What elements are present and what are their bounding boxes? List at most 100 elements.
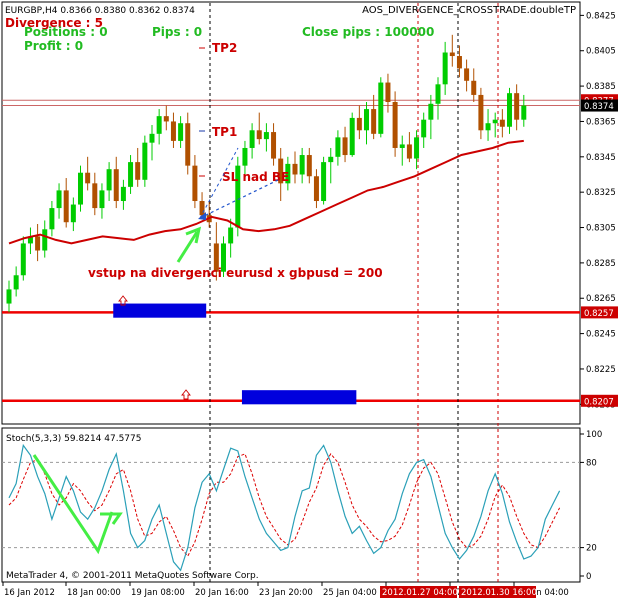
price-tick-label: 0.8365 bbox=[586, 117, 616, 127]
time-highlight-bg bbox=[380, 586, 457, 598]
candle-body bbox=[385, 82, 391, 103]
candle-body bbox=[199, 201, 205, 216]
candle-body bbox=[414, 137, 420, 159]
price-tick-label: 0.8405 bbox=[586, 47, 616, 57]
stoch-arrow-head bbox=[100, 512, 123, 525]
candle-body bbox=[135, 162, 141, 180]
candle-body bbox=[364, 109, 369, 131]
candlestick-series bbox=[6, 34, 527, 313]
candle-body bbox=[70, 204, 76, 223]
symbol-info: EURGBP,H4 0.8366 0.8380 0.8362 0.8374 bbox=[5, 6, 195, 16]
candle-body bbox=[20, 243, 26, 276]
stoch-pane-frame bbox=[1, 427, 581, 583]
candle-body bbox=[478, 94, 484, 131]
tp1-connector bbox=[199, 147, 239, 219]
stoch-signal-line bbox=[8, 453, 561, 558]
price-label-text: 0.8374 bbox=[584, 102, 614, 112]
candle-body bbox=[456, 56, 462, 69]
candle-body bbox=[13, 275, 19, 290]
candle-body bbox=[449, 52, 455, 57]
profit-info: Profit : 0 bbox=[24, 39, 83, 53]
candle-body bbox=[92, 183, 98, 209]
time-tick-label: 31 Jan 04:00 bbox=[515, 588, 569, 598]
price-label-bg bbox=[581, 306, 618, 319]
candle-body bbox=[228, 227, 234, 244]
candle-body bbox=[464, 68, 470, 81]
copyright: MetaTrader 4, © 2001-2011 MetaQuotes Sof… bbox=[6, 571, 259, 581]
candle-body bbox=[392, 102, 398, 148]
candle-body bbox=[106, 169, 112, 191]
tp1-label: TP1 bbox=[212, 125, 237, 139]
price-tick-label: 0.8285 bbox=[586, 259, 616, 269]
price-label-text: 0.8207 bbox=[584, 397, 614, 407]
stoch-axis: 100 80 20 0 bbox=[580, 430, 602, 582]
candle-body bbox=[263, 132, 269, 140]
pattern-box bbox=[113, 303, 207, 318]
candle-body bbox=[235, 165, 241, 228]
entry-note: vstup na divergenci eurusd x gbpusd = 20… bbox=[88, 266, 383, 280]
candle-body bbox=[35, 236, 41, 251]
time-tick-label: 23 Jan 20:00 bbox=[259, 588, 313, 598]
candle-body bbox=[285, 163, 291, 184]
candle-body bbox=[306, 155, 312, 177]
candle-body bbox=[113, 169, 119, 202]
candle-body bbox=[6, 289, 12, 304]
candle-body bbox=[356, 117, 362, 131]
price-tick-label: 0.8385 bbox=[586, 82, 616, 92]
stoch-tick-label: 0 bbox=[586, 572, 591, 582]
close-pips-info: Close pips : 100000 bbox=[302, 25, 434, 39]
pattern-box bbox=[241, 390, 357, 405]
candle-body bbox=[221, 243, 226, 272]
candle-body bbox=[249, 130, 255, 148]
candle-body bbox=[163, 116, 169, 122]
candle-body bbox=[328, 156, 334, 163]
candle-body bbox=[335, 137, 341, 157]
time-tick-label: 25 Jan 04:00 bbox=[323, 588, 377, 598]
candle-body bbox=[170, 121, 176, 141]
stoch-tick-label: 20 bbox=[586, 544, 597, 554]
candle-body bbox=[421, 119, 427, 138]
time-highlight-bg bbox=[459, 586, 536, 598]
candle-body bbox=[499, 119, 505, 127]
candle-body bbox=[185, 123, 191, 166]
candle-body bbox=[442, 52, 448, 85]
time-tick-label: 20 Jan 16:00 bbox=[195, 588, 249, 598]
stoch-main-line bbox=[8, 443, 561, 572]
candle-body bbox=[313, 176, 319, 202]
candle-body bbox=[256, 130, 262, 140]
price-label-bg bbox=[581, 394, 618, 407]
candle-body bbox=[213, 243, 219, 272]
candle-body bbox=[56, 190, 62, 209]
candle-body bbox=[292, 163, 298, 175]
divergence-count: Divergence : 5 bbox=[5, 16, 103, 30]
candle-body bbox=[120, 186, 126, 202]
pips-info: Pips : 0 bbox=[152, 25, 202, 39]
divergence-arrow bbox=[176, 231, 199, 263]
pattern-boxes bbox=[113, 303, 357, 405]
time-highlight-label: 2012.01.27 04:00 bbox=[382, 588, 458, 598]
moving-average bbox=[8, 139, 524, 245]
price-tick-label: 0.8225 bbox=[586, 365, 616, 375]
main-pane-frame bbox=[1, 1, 581, 425]
price-label-bg bbox=[581, 99, 618, 112]
stoch-tick-label: 80 bbox=[586, 458, 597, 468]
candle-body bbox=[128, 162, 134, 187]
divergence-arrow-head bbox=[185, 226, 202, 244]
price-tick-label: 0.8325 bbox=[586, 188, 616, 198]
stoch-label: Stoch(5,3,3) 59.8214 47.5775 bbox=[6, 434, 141, 444]
price-axis: 0.8425 0.8405 0.8385 0.8365 0.8345 0.8325 0.83… bbox=[580, 11, 616, 410]
candle-body bbox=[178, 123, 184, 141]
sl-label: SL nad BE bbox=[222, 170, 289, 184]
candle-body bbox=[471, 80, 477, 95]
time-tick-label: 16 Jan 2012 bbox=[4, 588, 55, 598]
candle-body bbox=[378, 82, 384, 134]
candle-body bbox=[321, 162, 327, 202]
time-tick-label: 19 Jan 08:00 bbox=[131, 588, 185, 598]
candle-body bbox=[485, 123, 491, 131]
candle-body bbox=[27, 236, 33, 244]
trend-arrow bbox=[199, 179, 279, 219]
time-axis: 16 Jan 2012 18 Jan 00:00 19 Jan 08:00 20 Ja… bbox=[2, 582, 569, 598]
ma-line bbox=[8, 139, 524, 245]
